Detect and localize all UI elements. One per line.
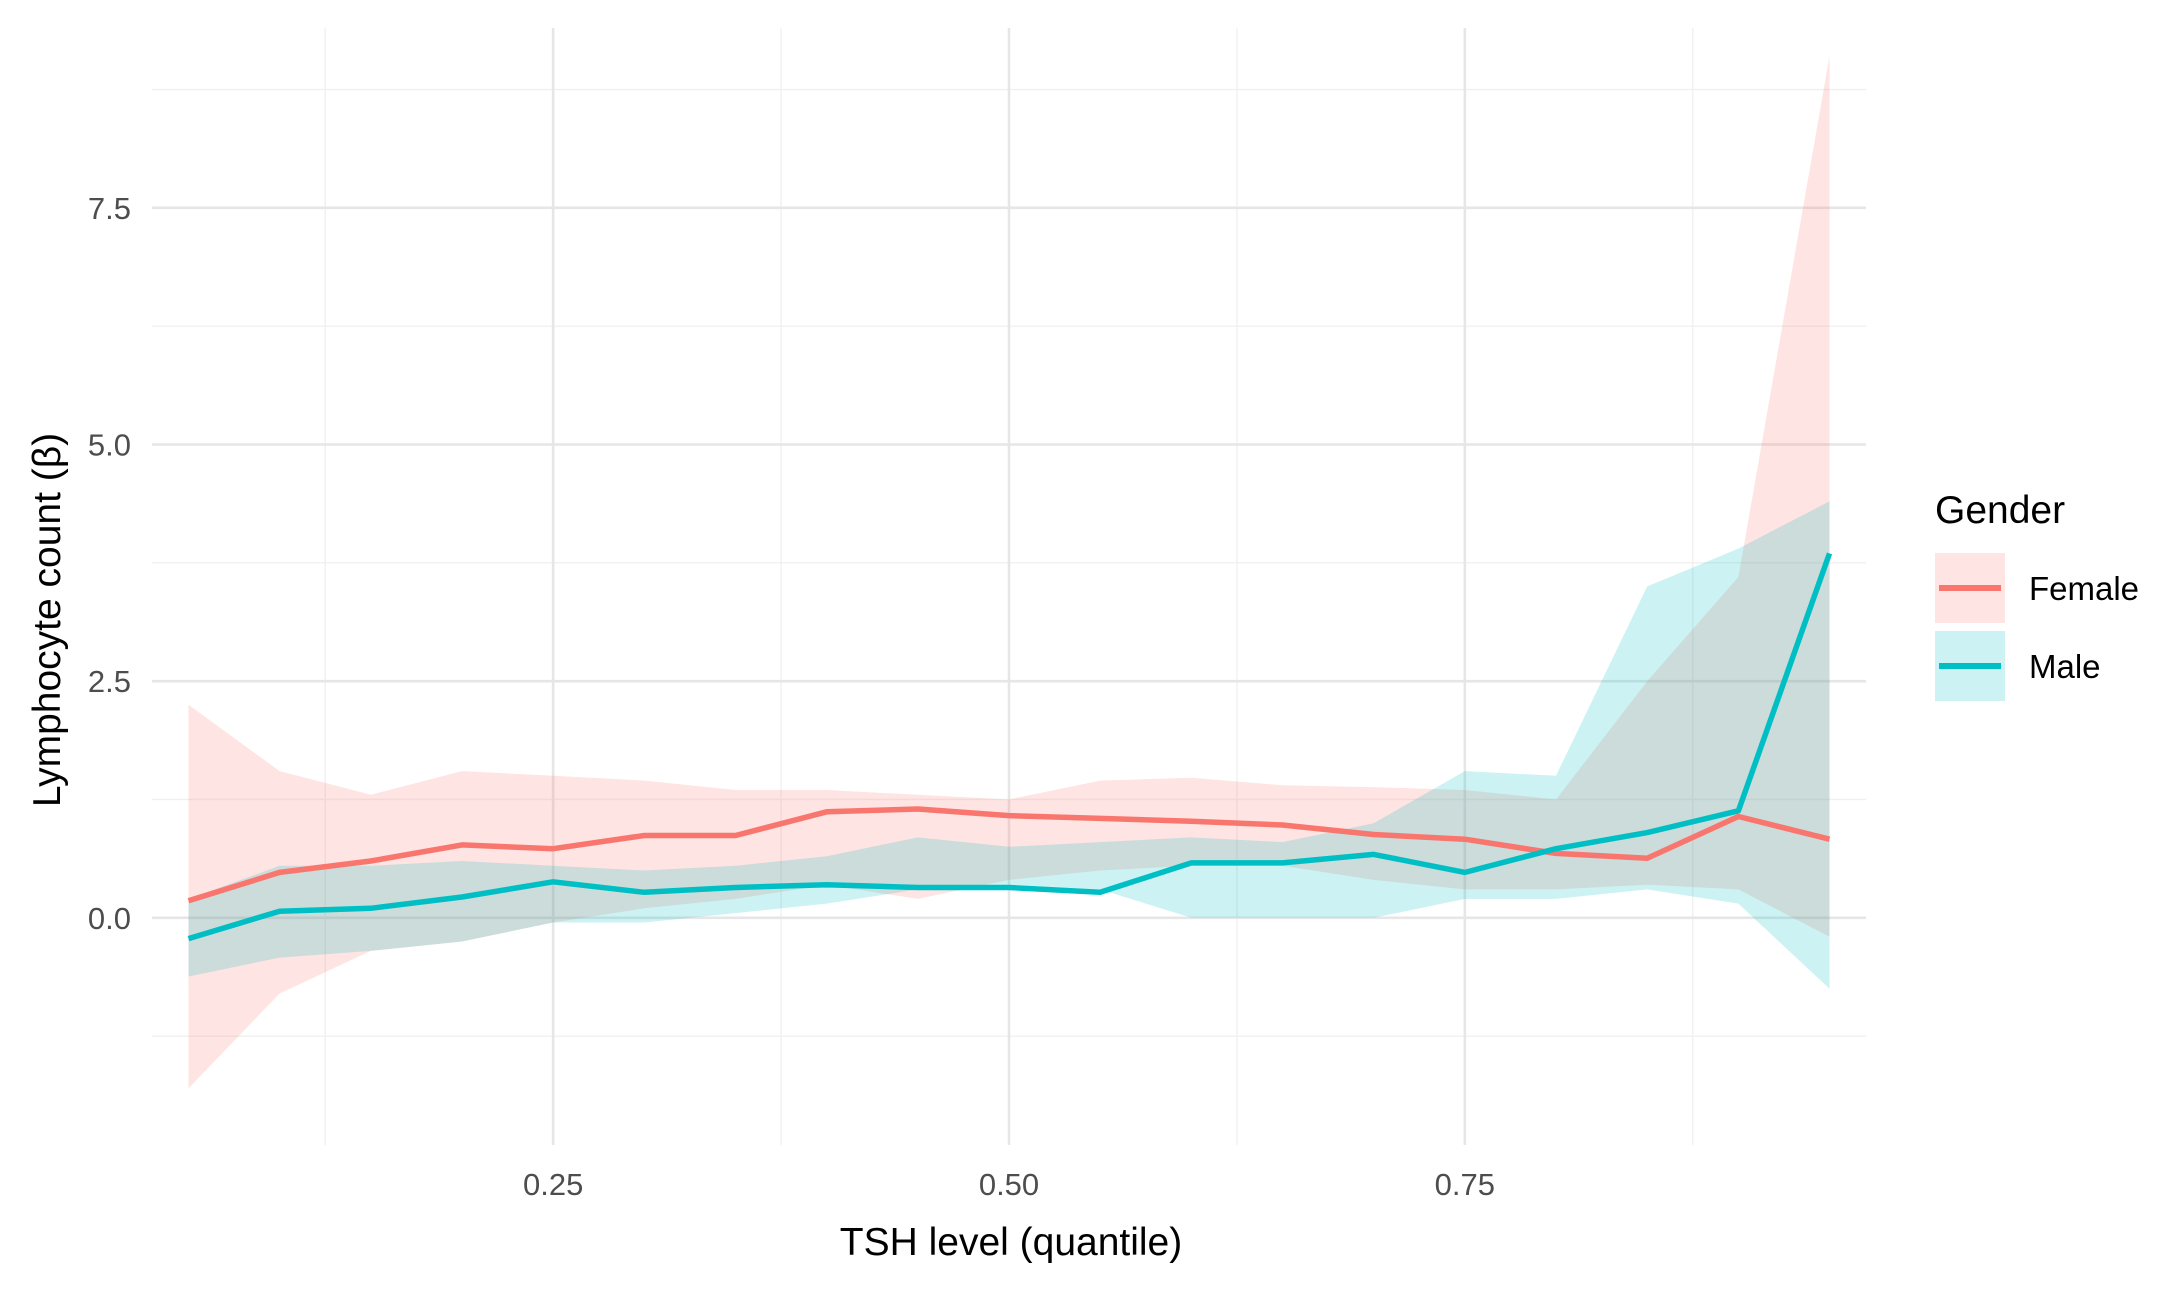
x-axis-ticks: 0.25 0.50 0.75	[523, 1167, 1495, 1202]
x-tick-label-0: 0.25	[523, 1167, 583, 1202]
x-tick-label-1: 0.50	[979, 1167, 1039, 1202]
y-tick-label-2: 5.0	[88, 428, 131, 463]
legend-label-male: Male	[2029, 648, 2101, 685]
y-axis-ticks: 0.0 2.5 5.0 7.5	[88, 191, 131, 936]
female-ribbon	[188, 56, 1830, 1089]
male-ribbon	[188, 501, 1830, 989]
major-gridlines	[152, 28, 1866, 1145]
legend-title: Gender	[1935, 489, 2065, 532]
legend: Gender Female Male	[1935, 489, 2139, 701]
confidence-ribbons	[188, 56, 1830, 1089]
legend-label-female: Female	[2029, 570, 2139, 607]
female-line	[187, 806, 1831, 904]
y-tick-label-1: 2.5	[88, 664, 131, 699]
y-tick-label-0: 0.0	[88, 901, 131, 936]
x-axis-title: TSH level (quantile)	[840, 1221, 1182, 1264]
y-tick-label-3: 7.5	[88, 191, 131, 226]
legend-items: Female Male	[1935, 553, 2139, 701]
male-line	[187, 552, 1833, 942]
y-axis-title: Lymphocyte count (β)	[26, 433, 69, 807]
x-tick-label-2: 0.75	[1435, 1167, 1495, 1202]
series-lines	[187, 552, 1833, 942]
